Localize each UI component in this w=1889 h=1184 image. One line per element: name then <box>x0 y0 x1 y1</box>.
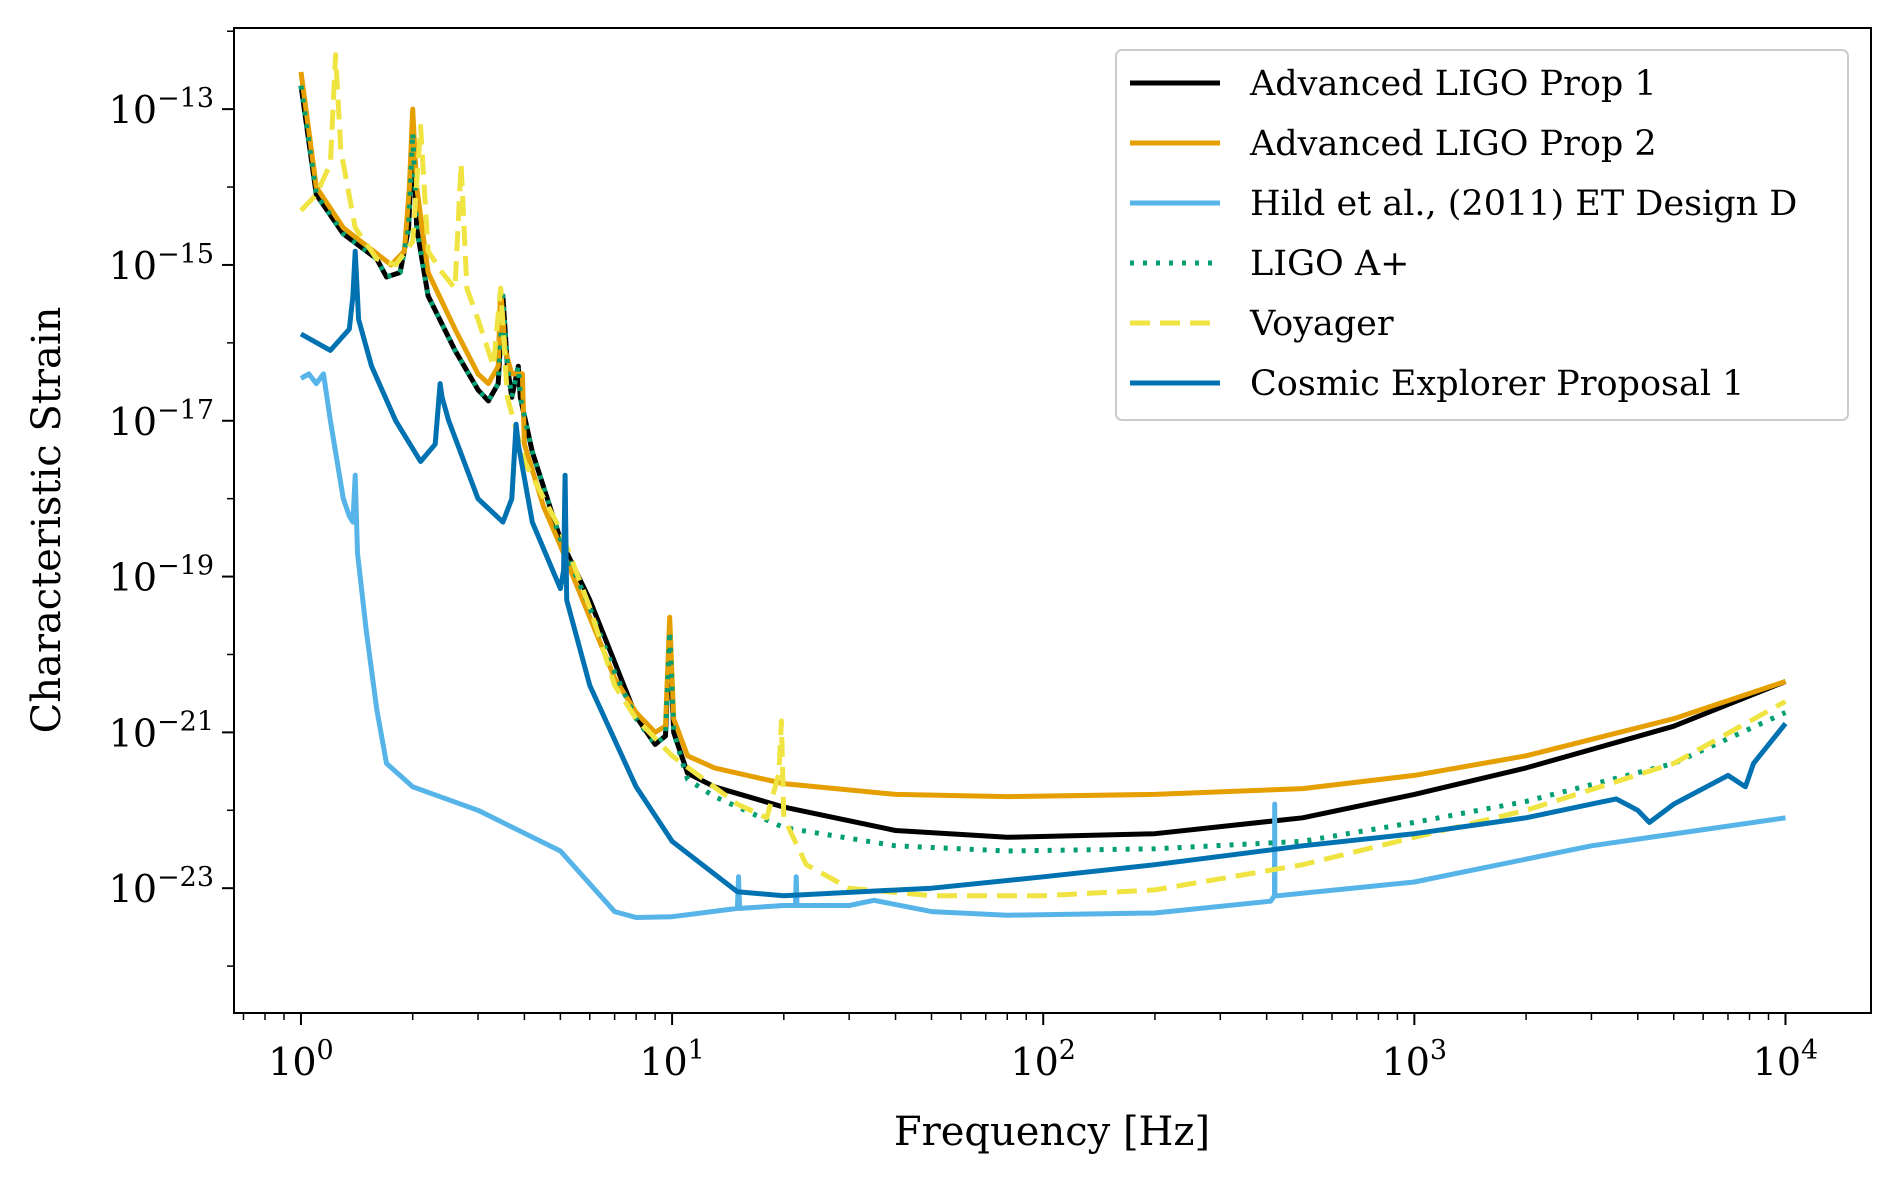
legend-label-5: Voyager <box>1249 304 1394 344</box>
x-tick-label: 102 <box>1010 1035 1076 1084</box>
y-axis: 10−13 10−15 10−17 10−19 10−21 10−23 <box>109 30 234 967</box>
y-tick-label: 10−21 <box>109 706 214 755</box>
y-tick-label: 10−19 <box>109 551 214 600</box>
legend-label-3: Hild et al., (2011) ET Design D <box>1250 184 1797 224</box>
y-tick-label: 10−15 <box>109 239 214 288</box>
y-tick-label: 10−13 <box>109 83 214 132</box>
legend-label-2: Advanced LIGO Prop 2 <box>1249 124 1657 164</box>
x-axis: 100 101 102 103 104 <box>242 1013 1819 1084</box>
x-tick-label: 103 <box>1382 1035 1448 1084</box>
series-line-4 <box>298 85 1787 854</box>
legend: Advanced LIGO Prop 1 Advanced LIGO Prop 2… <box>1115 49 1849 421</box>
x-tick-label: 104 <box>1753 1035 1819 1084</box>
y-tick-label: 10−23 <box>109 862 214 911</box>
series-line-3 <box>299 371 1786 920</box>
x-tick-label: 101 <box>639 1035 705 1084</box>
series-line-6 <box>299 248 1788 899</box>
x-axis-label: Frequency [Hz] <box>894 1109 1210 1155</box>
legend-box <box>1115 49 1849 421</box>
y-tick-label: 10−17 <box>109 395 214 444</box>
legend-label-6: Cosmic Explorer Proposal 1 <box>1250 364 1744 404</box>
y-axis-label: Characteristic Strain <box>24 307 70 734</box>
series-layer <box>298 52 1788 920</box>
legend-label-1: Advanced LIGO Prop 1 <box>1249 64 1657 104</box>
legend-label-4: LIGO A+ <box>1250 244 1409 284</box>
x-tick-label: 100 <box>268 1035 334 1084</box>
plot-frame <box>233 27 1872 1014</box>
series-line-5 <box>299 52 1787 899</box>
